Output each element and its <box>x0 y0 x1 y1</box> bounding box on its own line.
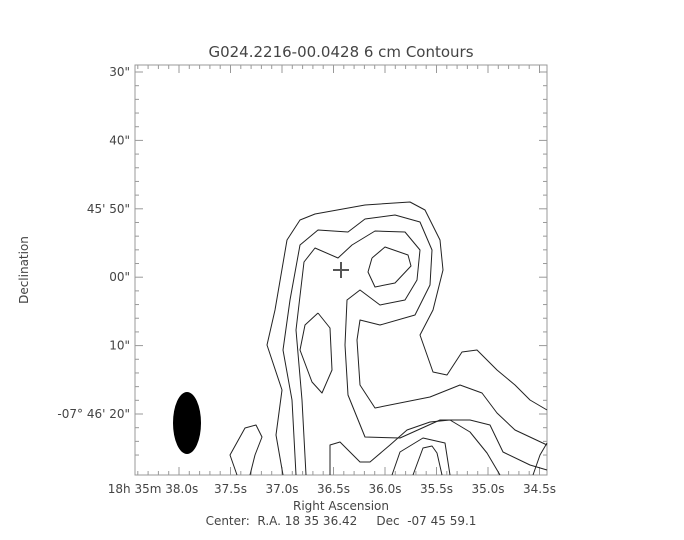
center-coordinates: Center: R.A. 18 35 36.42 Dec -07 45 59.1 <box>206 514 477 528</box>
x-tick-label: 34.5s <box>523 482 556 496</box>
y-axis-label: Declination <box>17 236 31 304</box>
contour-lines <box>229 201 548 476</box>
contour-line <box>391 437 451 476</box>
contour-line <box>367 246 412 288</box>
contour-line <box>532 442 548 476</box>
x-tick-labels: 18h 35m 38.0s 37.5s 37.0s 36.5s 36.0s 35.5s 35… <box>108 482 556 496</box>
y-tick-label: -07° 46' 20" <box>57 407 130 421</box>
beam-ellipse <box>173 392 201 454</box>
contour-line <box>295 230 548 476</box>
y-tick-label: 00" <box>109 270 130 284</box>
x-tick-label: 35.0s <box>472 482 505 496</box>
contour-line <box>266 201 548 476</box>
x-tick-label: 36.0s <box>369 482 402 496</box>
y-tick-label: 10" <box>109 339 130 353</box>
y-tick-label: 45' 50" <box>87 202 130 216</box>
axis-ticks <box>135 65 547 475</box>
contour-line <box>299 312 333 394</box>
x-tick-label: 36.5s <box>317 482 350 496</box>
contour-line <box>282 214 548 476</box>
y-tick-label: 30" <box>109 65 130 79</box>
x-axis-label: Right Ascension <box>293 499 389 513</box>
y-tick-labels: 30" 40" 45' 50" 00" 10" -07° 46' 20" <box>57 65 130 421</box>
contour-line <box>229 424 263 476</box>
y-tick-label: 40" <box>109 133 130 147</box>
x-tick-label: 37.5s <box>214 482 247 496</box>
x-tick-label: 37.0s <box>266 482 299 496</box>
x-tick-label: 35.5s <box>420 482 453 496</box>
plus-marker-icon <box>333 262 349 278</box>
x-tick-label: 18h 35m 38.0s <box>108 482 198 496</box>
contour-line <box>329 419 501 476</box>
contour-line <box>412 445 443 476</box>
plot-frame <box>134 64 548 476</box>
chart-title: G024.2216-00.0428 6 cm Contours <box>208 43 473 61</box>
